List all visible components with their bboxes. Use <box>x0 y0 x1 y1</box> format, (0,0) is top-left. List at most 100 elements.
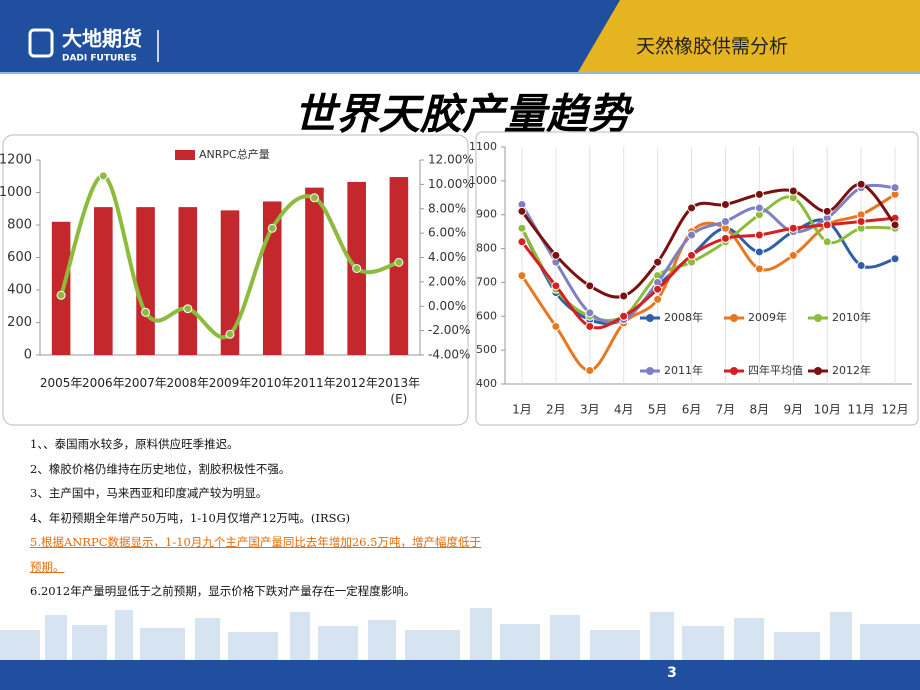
logo-subtext: DADI FUTURES <box>62 54 137 64</box>
note: 6.2012年产量明显低于之前预期，显示价格下跌对产量存在一定程度影响。 <box>30 584 416 598</box>
point <box>687 203 697 213</box>
point <box>822 220 832 230</box>
y2-tick-label: -4.00% <box>428 348 470 362</box>
legend-swatch <box>730 314 738 322</box>
x-tick-label: 2013年(E) <box>377 376 421 406</box>
point <box>754 230 764 240</box>
bar <box>305 187 324 355</box>
point <box>720 200 730 210</box>
chart-frame <box>475 131 919 426</box>
x-tick-label: 2007年 <box>124 376 167 390</box>
x-tick-label: 2006年 <box>82 376 125 390</box>
legend-label: 2008年 <box>664 310 703 324</box>
page-number: 3 <box>667 665 677 681</box>
point <box>754 264 764 274</box>
legend-swatch <box>646 314 654 322</box>
y-tick-label: 800 <box>7 218 32 233</box>
y-tick-label: 200 <box>7 315 32 330</box>
bar <box>51 221 71 355</box>
point <box>183 304 193 314</box>
point <box>788 250 798 260</box>
x-tick-label: 9月 <box>783 403 803 417</box>
y-tick-label: 500 <box>476 343 497 356</box>
y-tick-label: 700 <box>476 275 497 288</box>
section-title: 天然橡胶供需分析 <box>636 36 788 58</box>
point <box>890 183 900 193</box>
x-tick-label: 7月 <box>716 403 736 417</box>
y-tick-label: 1000 <box>0 185 32 200</box>
x-tick-label: 2009年 <box>208 376 252 390</box>
point <box>754 247 764 257</box>
point <box>352 263 362 273</box>
point <box>585 281 595 291</box>
legend-label: 四年平均值 <box>748 363 803 377</box>
point <box>890 254 900 264</box>
bar <box>220 210 240 355</box>
point <box>551 281 561 291</box>
legend-label: 2009年 <box>748 310 787 324</box>
point <box>56 290 66 300</box>
point <box>687 230 697 240</box>
x-tick-label: 2005年 <box>39 376 83 390</box>
y-tick-label: 1200 <box>0 153 32 168</box>
x-tick-label: 1月 <box>512 403 532 417</box>
x-tick-label: 8月 <box>750 403 770 417</box>
legend-swatch <box>814 314 822 322</box>
y-tick-label: 400 <box>476 377 497 390</box>
slide-title: 世界天胶产量趋势 <box>294 90 635 139</box>
point <box>225 329 235 339</box>
point <box>551 250 561 260</box>
point <box>619 291 629 301</box>
point <box>517 237 527 247</box>
point <box>394 257 404 267</box>
logo-mark <box>28 28 54 58</box>
x-tick-label: 2011年 <box>293 376 336 390</box>
legend-label: ANRPC总产量 <box>199 147 270 161</box>
legend-label: 2012年 <box>832 363 871 377</box>
notes: 1、、泰国雨水较多，原料供应旺季推迟。 2、橡胶价格仍维持在历史地位，割胶积极性不… <box>30 432 485 604</box>
point <box>267 223 277 233</box>
point <box>754 203 764 213</box>
point <box>822 206 832 216</box>
point <box>653 294 663 304</box>
legend-label: 2010年 <box>832 310 871 324</box>
x-tick-label: 2008年 <box>166 376 210 390</box>
header-accent <box>578 0 920 72</box>
bar <box>178 207 198 355</box>
x-tick-label: 2月 <box>546 403 566 417</box>
header-rule <box>0 72 920 74</box>
point <box>517 223 527 233</box>
x-tick-label: 2010年 <box>250 376 294 390</box>
legend-swatch <box>730 367 738 375</box>
note: 2、橡胶价格仍维持在历史地位，割胶积极性不强。 <box>30 461 291 476</box>
point <box>585 365 595 375</box>
y-tick-label: 800 <box>476 242 497 255</box>
bar <box>136 207 155 355</box>
y2-tick-label: 12.00% <box>428 153 474 167</box>
point <box>309 193 319 203</box>
bar <box>94 207 113 355</box>
y2-tick-label: 2.00% <box>428 274 466 288</box>
point <box>822 237 832 247</box>
y-tick-label: 1000 <box>469 174 497 187</box>
y-tick-label: 900 <box>476 208 497 221</box>
x-tick-label: 12月 <box>881 403 908 417</box>
legend-label: 2011年 <box>664 363 703 377</box>
x-tick-label: 6月 <box>682 403 702 417</box>
point <box>720 216 730 226</box>
y2-tick-label: 6.00% <box>428 226 466 240</box>
y-tick-label: 400 <box>7 283 32 298</box>
note: 4、年初预期全年增产50万吨，1-10月仅增产12万吨。(IRSG) <box>30 510 351 525</box>
point <box>788 186 798 196</box>
point <box>653 284 663 294</box>
point <box>585 321 595 331</box>
point <box>754 189 764 199</box>
y2-tick-label: 8.00% <box>428 201 466 215</box>
y-tick-label: 1100 <box>469 140 497 153</box>
y-tick-label: 600 <box>7 250 32 265</box>
y-tick-label: 600 <box>476 309 497 322</box>
legend-swatch <box>646 367 654 375</box>
footer-band <box>0 660 920 690</box>
note: 1、、泰国雨水较多，原料供应旺季推迟。 <box>30 437 239 451</box>
